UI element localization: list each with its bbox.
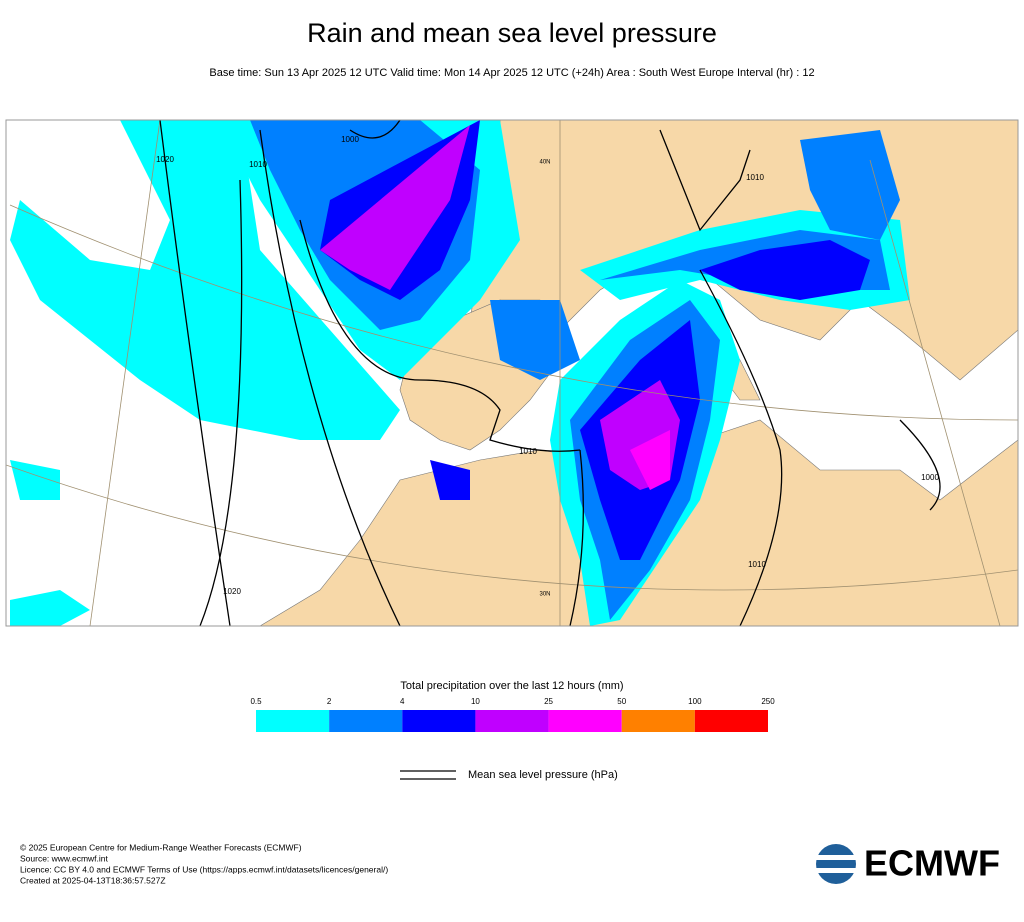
colorbar-segment	[475, 710, 549, 732]
footer-line: Source: www.ecmwf.int	[20, 853, 108, 863]
graticule	[6, 120, 1018, 626]
colorbar-segment	[694, 710, 768, 732]
contour-label: 1020	[223, 587, 241, 596]
footer: © 2025 European Centre for Medium-Range …	[20, 842, 388, 885]
colorbar: 0.5 2 4 10 25 50 100 250	[250, 697, 775, 732]
isobars	[159, 120, 941, 626]
colorbar-tick-label: 50	[617, 697, 626, 706]
footer-line: © 2025 European Centre for Medium-Range …	[20, 842, 302, 852]
colorbar-tick-label: 25	[544, 697, 553, 706]
colorbar-tick-label: 10	[471, 697, 480, 706]
precipitation	[10, 120, 910, 626]
contour-label: 1010	[249, 160, 267, 169]
contour-label: 1010	[748, 560, 766, 569]
colorbar-tick-label: 0.5	[250, 697, 262, 706]
colorbar-segment	[402, 710, 476, 732]
colorbar-segment	[329, 710, 403, 732]
contour-label: 1020	[156, 155, 174, 164]
colorbar-tick-label: 250	[761, 697, 775, 706]
contour-label: 1010	[519, 447, 537, 456]
contour-label: 1010	[746, 173, 764, 182]
colorbar-title: Total precipitation over the last 12 hou…	[400, 680, 623, 692]
colorbar-tick-label: 2	[327, 697, 332, 706]
pressure-legend-label: Mean sea level pressure (hPa)	[468, 769, 618, 781]
subtitle: Base time: Sun 13 Apr 2025 12 UTC Valid …	[209, 67, 814, 79]
map: 1000 1020 1010 1010 1010 1010 1020 1000 …	[6, 120, 1018, 626]
logo: ECMWF	[812, 843, 1000, 884]
colorbar-tick-label: 100	[688, 697, 702, 706]
contour-label: 1000	[921, 473, 939, 482]
logo-text: ECMWF	[864, 843, 1000, 884]
colorbar-tick-label: 4	[400, 697, 405, 706]
latitude-label: 30N	[539, 592, 550, 598]
colorbar-segment	[621, 710, 695, 732]
footer-line: Licence: CC BY 4.0 and ECMWF Terms of Us…	[20, 864, 388, 874]
latitude-label: 40N	[539, 160, 550, 166]
colorbar-segment	[256, 710, 330, 732]
footer-line: Created at 2025-04-13T18:36:57.527Z	[20, 875, 166, 885]
colorbar-segment	[548, 710, 622, 732]
map-frame	[5, 119, 1019, 627]
contour-label: 1000	[341, 135, 359, 144]
title: Rain and mean sea level pressure	[307, 18, 717, 48]
